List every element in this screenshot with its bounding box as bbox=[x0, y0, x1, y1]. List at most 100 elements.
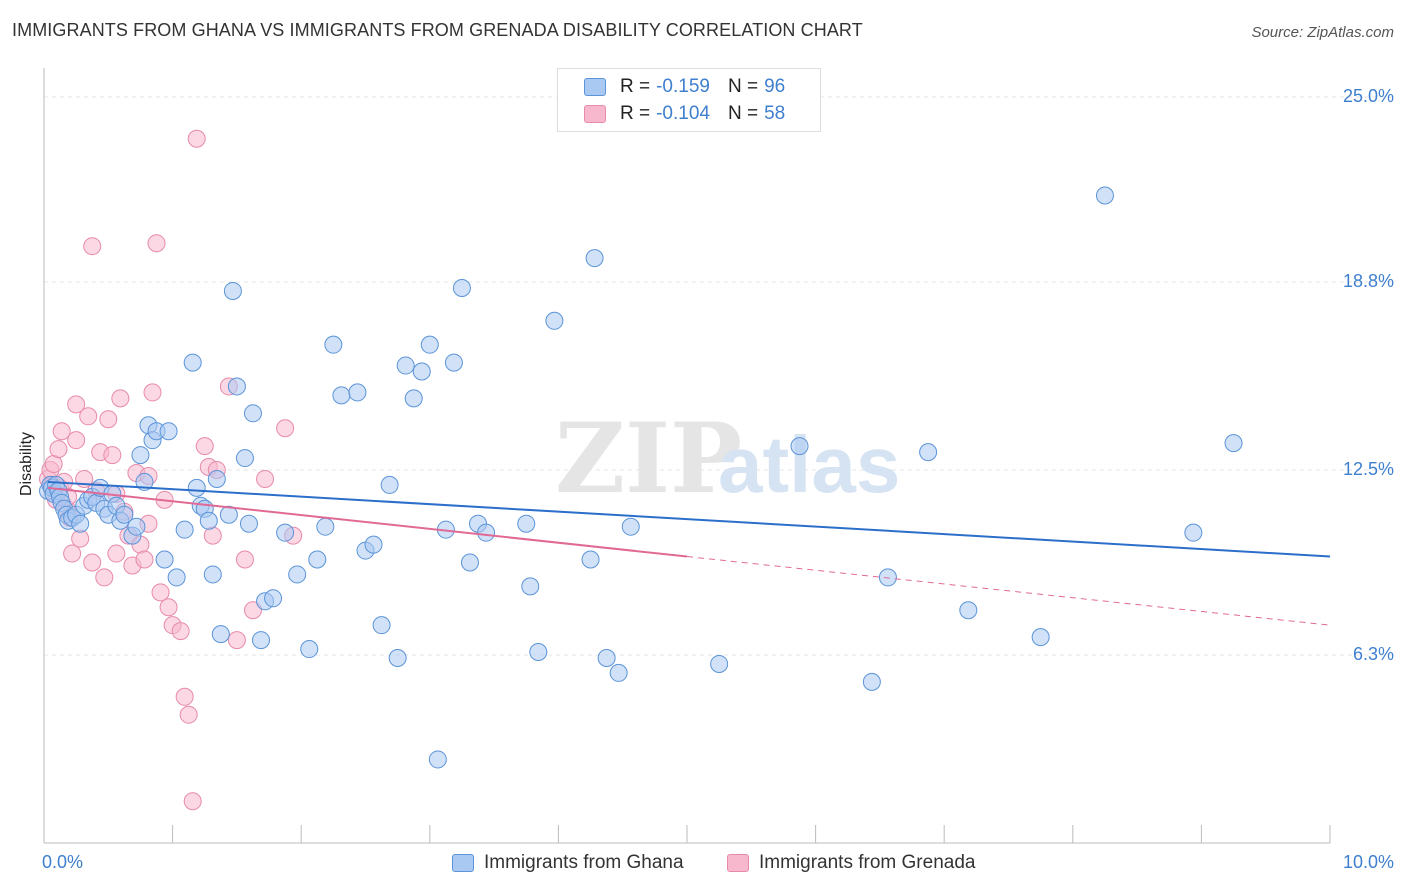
ghana-point-45 bbox=[223, 281, 242, 300]
ghana-point-13 bbox=[71, 514, 90, 533]
ghana-point-54 bbox=[288, 565, 307, 584]
ghana-n-value: 96 bbox=[764, 76, 786, 97]
watermark-zip: ZIP bbox=[555, 402, 742, 515]
grenada-point-36 bbox=[159, 598, 178, 617]
grenada-point-7 bbox=[52, 422, 71, 441]
ghana-trend-line bbox=[47, 480, 1331, 558]
chart-title: IMMIGRANTS FROM GHANA VS IMMIGRANTS FROM… bbox=[12, 20, 863, 40]
grenada-point-32 bbox=[143, 383, 162, 402]
y-tick-label-0: 6.3% bbox=[1352, 644, 1394, 664]
grenada-point-57 bbox=[67, 431, 86, 450]
ghana-point-34 bbox=[167, 568, 186, 587]
ghana-point-42 bbox=[207, 469, 226, 488]
ghana-point-72 bbox=[444, 353, 463, 372]
ghana-point-76 bbox=[477, 523, 496, 542]
grenada-point-24 bbox=[111, 389, 130, 408]
ghana-point-40 bbox=[199, 511, 218, 530]
grenada-point-45 bbox=[203, 526, 222, 545]
bottom-legend-grenada: Immigrants from Grenada bbox=[727, 852, 975, 874]
ghana-point-73 bbox=[452, 278, 471, 297]
ghana-r-value: -0.159 bbox=[656, 76, 710, 97]
ghana-point-78 bbox=[521, 577, 540, 596]
ghana-point-87 bbox=[790, 437, 809, 456]
ghana-point-80 bbox=[545, 311, 564, 330]
ghana-point-44 bbox=[219, 505, 238, 524]
ghana-point-47 bbox=[235, 449, 254, 468]
ghana-point-92 bbox=[1031, 628, 1050, 647]
x-tick-max: 10.0% bbox=[1342, 852, 1394, 872]
ghana-point-88 bbox=[862, 672, 881, 691]
grenada-point-30 bbox=[135, 550, 154, 569]
ghana-points bbox=[39, 186, 1243, 769]
bottom-legend-ghana: Immigrants from Ghana bbox=[452, 852, 684, 874]
ghana-r-label: R = bbox=[620, 76, 651, 97]
ghana-point-84 bbox=[609, 663, 628, 682]
ghana-point-89 bbox=[878, 568, 897, 587]
x-tick-min: 0.0% bbox=[42, 852, 84, 872]
ghana-point-69 bbox=[420, 335, 439, 354]
grenada-point-20 bbox=[95, 568, 114, 587]
ghana-point-62 bbox=[364, 535, 383, 554]
ghana-point-55 bbox=[300, 640, 319, 659]
ghana-point-63 bbox=[372, 616, 391, 635]
grenada-r-label: R = bbox=[620, 103, 651, 124]
ghana-legend-swatch bbox=[452, 854, 474, 872]
ghana-point-41 bbox=[203, 565, 222, 584]
ghana-point-48 bbox=[239, 514, 258, 533]
legend-row-ghana: R = -0.159 N = 96 bbox=[584, 75, 803, 99]
grenada-point-39 bbox=[175, 687, 194, 706]
ghana-point-53 bbox=[276, 523, 295, 542]
ghana-point-65 bbox=[388, 648, 407, 667]
ghana-point-86 bbox=[710, 654, 729, 673]
grenada-point-50 bbox=[243, 601, 262, 620]
ghana-point-77 bbox=[517, 514, 536, 533]
stats-legend: R = -0.159 N = 96 R = -0.104 N = 58 bbox=[557, 68, 821, 132]
grenada-point-22 bbox=[103, 446, 122, 465]
ghana-legend-label: Immigrants from Ghana bbox=[484, 852, 684, 873]
ghana-point-79 bbox=[529, 643, 548, 662]
ghana-point-49 bbox=[243, 404, 262, 423]
grenada-legend-label: Immigrants from Grenada bbox=[759, 852, 976, 873]
grenada-point-52 bbox=[276, 419, 295, 438]
trend-lines bbox=[47, 480, 1331, 626]
ghana-point-32 bbox=[155, 550, 174, 569]
ghana-point-37 bbox=[187, 478, 206, 497]
ghana-point-52 bbox=[264, 589, 283, 608]
ghana-point-46 bbox=[227, 377, 246, 396]
ghana-point-93 bbox=[1095, 186, 1114, 205]
grenada-point-54 bbox=[83, 237, 102, 256]
grenada-trend-line bbox=[47, 486, 688, 558]
ghana-point-33 bbox=[159, 422, 178, 441]
ghana-point-64 bbox=[380, 475, 399, 494]
grenada-legend-swatch bbox=[727, 854, 749, 872]
grenada-point-49 bbox=[235, 550, 254, 569]
ghana-point-58 bbox=[324, 335, 343, 354]
ghana-point-26 bbox=[127, 517, 146, 536]
source-label: Source: ZipAtlas.com bbox=[1251, 24, 1394, 41]
grid-lines bbox=[44, 96, 1395, 656]
y-tick-label-3: 25.0% bbox=[1342, 86, 1394, 106]
grenada-point-5 bbox=[49, 440, 68, 459]
grenada-n-label: N = bbox=[727, 103, 759, 124]
ghana-point-43 bbox=[211, 625, 230, 644]
ghana-point-82 bbox=[585, 249, 604, 268]
ghana-point-56 bbox=[308, 550, 327, 569]
grenada-point-41 bbox=[183, 792, 202, 811]
grenada-point-43 bbox=[195, 437, 214, 456]
ghana-point-70 bbox=[428, 750, 447, 769]
grenada-point-40 bbox=[179, 705, 198, 724]
ghana-point-24 bbox=[115, 505, 134, 524]
ghana-point-60 bbox=[348, 383, 367, 402]
grenada-point-42 bbox=[187, 129, 206, 148]
grenada-n-value: 58 bbox=[764, 103, 786, 124]
ghana-n-label: N = bbox=[727, 76, 759, 97]
grenada-trend-extension bbox=[686, 556, 1331, 626]
grenada-point-12 bbox=[63, 544, 82, 563]
ghana-point-94 bbox=[1184, 523, 1203, 542]
grenada-point-13 bbox=[67, 395, 86, 414]
y-tick-label-1: 12.5% bbox=[1342, 459, 1394, 479]
ghana-point-66 bbox=[396, 356, 415, 375]
ghana-point-74 bbox=[460, 553, 479, 572]
grenada-point-17 bbox=[83, 553, 102, 572]
